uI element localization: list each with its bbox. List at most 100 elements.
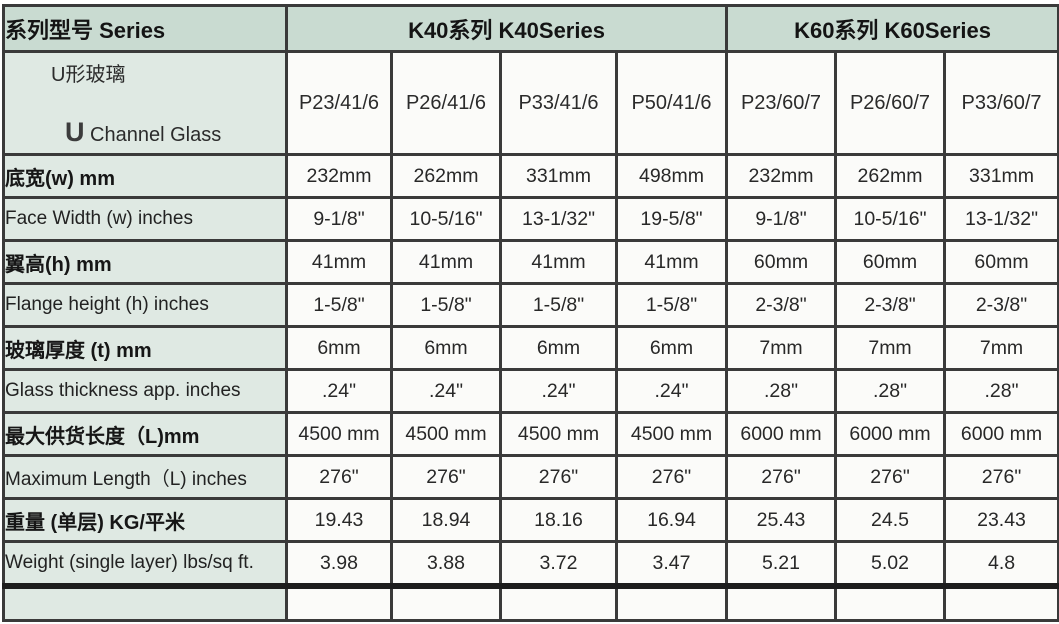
value-cell: 3.47	[614, 540, 729, 588]
u-letter: U	[65, 117, 85, 147]
value-cell: 276"	[499, 454, 618, 500]
u-channel-glass-cell: U形玻璃 U Channel Glass	[2, 50, 288, 156]
u-glass-english-label: U Channel Glass	[7, 117, 284, 148]
value-cell: 232mm	[285, 153, 393, 199]
value-cell: 276"	[834, 454, 947, 500]
value-cell: 18.94	[390, 497, 502, 543]
value-cell: 2-3/8"	[725, 282, 838, 328]
value-cell: 13-1/32"	[499, 196, 618, 242]
value-cell: 3.72	[499, 540, 618, 588]
value-cell: 3.88	[390, 540, 502, 588]
row-label-cell: Glass thickness app. inches	[2, 368, 288, 414]
value-cell: 2-3/8"	[943, 282, 1059, 328]
value-cell: 1-5/8"	[390, 282, 502, 328]
value-cell: 276"	[285, 454, 393, 500]
spec-row: 翼高(h) mm 41mm 41mm 41mm 41mm 60mm 60mm 60mm	[2, 239, 1059, 285]
row-label-cell: 玻璃厚度 (t) mm	[2, 325, 288, 371]
value-cell: 19-5/8"	[614, 196, 729, 242]
value-cell: 6mm	[499, 325, 618, 371]
value-cell: 41mm	[285, 239, 393, 285]
value-cell: 2-3/8"	[834, 282, 947, 328]
value-cell: 7mm	[943, 325, 1059, 371]
row-label-cell: 最大供货长度（L)mm	[2, 411, 288, 457]
model-cell: P33/60/7	[943, 50, 1059, 156]
value-cell: 276"	[943, 454, 1059, 500]
value-cell: .28"	[725, 368, 838, 414]
value-cell: 19.43	[285, 497, 393, 543]
spec-row: Flange height (h) inches 1-5/8" 1-5/8" 1-5/…	[2, 282, 1059, 328]
spec-row: 重量 (单层) KG/平米 19.43 18.94 18.16 16.94 25.43 24…	[2, 497, 1059, 543]
spec-row: Weight (single layer) lbs/sq ft. 3.98 3.88…	[2, 540, 1059, 588]
model-cell: P33/41/6	[499, 50, 618, 156]
value-cell: 7mm	[725, 325, 838, 371]
value-cell: 276"	[390, 454, 502, 500]
row-label-cell: Face Width (w) inches	[2, 196, 288, 242]
value-cell: 5.02	[834, 540, 947, 588]
value-cell: 9-1/8"	[285, 196, 393, 242]
value-cell: 4500 mm	[614, 411, 729, 457]
row-label-cell: Flange height (h) inches	[2, 282, 288, 328]
value-cell: 41mm	[390, 239, 502, 285]
value-cell: 13-1/32"	[943, 196, 1059, 242]
model-cell: P50/41/6	[614, 50, 729, 156]
value-cell: 6000 mm	[943, 411, 1059, 457]
value-cell: 60mm	[725, 239, 838, 285]
value-cell: 6000 mm	[725, 411, 838, 457]
value-cell: 5.21	[725, 540, 838, 588]
value-cell: 25.43	[725, 497, 838, 543]
value-cell: 498mm	[614, 153, 729, 199]
k60-group-header-cell: K60系列 K60Series	[725, 4, 1059, 53]
header-row: 系列型号 Series K40系列 K40Series K60系列 K60Ser…	[2, 4, 1059, 53]
value-cell: 41mm	[614, 239, 729, 285]
value-cell: 276"	[614, 454, 729, 500]
value-cell: 276"	[725, 454, 838, 500]
value-cell: 6mm	[285, 325, 393, 371]
value-cell: 9-1/8"	[725, 196, 838, 242]
model-row: U形玻璃 U Channel Glass P23/41/6 P26/41/6 P33…	[2, 50, 1059, 156]
value-cell: .24"	[390, 368, 502, 414]
model-cell: P23/60/7	[725, 50, 838, 156]
value-cell: .24"	[614, 368, 729, 414]
model-cell: P23/41/6	[285, 50, 393, 156]
value-cell: 4500 mm	[390, 411, 502, 457]
value-cell: .28"	[834, 368, 947, 414]
value-cell: 6mm	[390, 325, 502, 371]
cutoff-next-row	[2, 583, 1059, 622]
value-cell: 6mm	[614, 325, 729, 371]
value-cell: 6000 mm	[834, 411, 947, 457]
value-cell: 1-5/8"	[614, 282, 729, 328]
spec-row: 玻璃厚度 (t) mm 6mm 6mm 6mm 6mm 7mm 7mm 7mm	[2, 325, 1059, 371]
value-cell: .24"	[285, 368, 393, 414]
channel-glass-text: Channel Glass	[84, 124, 222, 146]
spec-row: 底宽(w) mm 232mm 262mm 331mm 498mm 232mm 262mm 33…	[2, 153, 1059, 199]
spec-table: 系列型号 Series K40系列 K40Series K60系列 K60Ser…	[2, 4, 1059, 622]
value-cell: 7mm	[834, 325, 947, 371]
value-cell: 24.5	[834, 497, 947, 543]
spec-row: Glass thickness app. inches .24" .24" .24".…	[2, 368, 1059, 414]
row-label-cell: 翼高(h) mm	[2, 239, 288, 285]
u-glass-chinese-label: U形玻璃	[51, 64, 126, 86]
value-cell: 1-5/8"	[499, 282, 618, 328]
value-cell: 10-5/16"	[834, 196, 947, 242]
value-cell: 262mm	[834, 153, 947, 199]
value-cell: .24"	[499, 368, 618, 414]
value-cell: 60mm	[834, 239, 947, 285]
model-cell: P26/41/6	[390, 50, 502, 156]
value-cell: 3.98	[285, 540, 393, 588]
model-cell: P26/60/7	[834, 50, 947, 156]
value-cell: 60mm	[943, 239, 1059, 285]
value-cell: 18.16	[499, 497, 618, 543]
value-cell: 331mm	[499, 153, 618, 199]
row-label-cell: 底宽(w) mm	[2, 153, 288, 199]
value-cell: 262mm	[390, 153, 502, 199]
value-cell: .28"	[943, 368, 1059, 414]
value-cell: 41mm	[499, 239, 618, 285]
value-cell: 4500 mm	[285, 411, 393, 457]
row-label-cell: Weight (single layer) lbs/sq ft.	[2, 540, 288, 588]
row-label-cell: Maximum Length（L) inches	[2, 454, 288, 500]
value-cell: 16.94	[614, 497, 729, 543]
value-cell: 23.43	[943, 497, 1059, 543]
spec-row: Maximum Length（L) inches 276" 276" 276" 276"…	[2, 454, 1059, 500]
value-cell: 1-5/8"	[285, 282, 393, 328]
